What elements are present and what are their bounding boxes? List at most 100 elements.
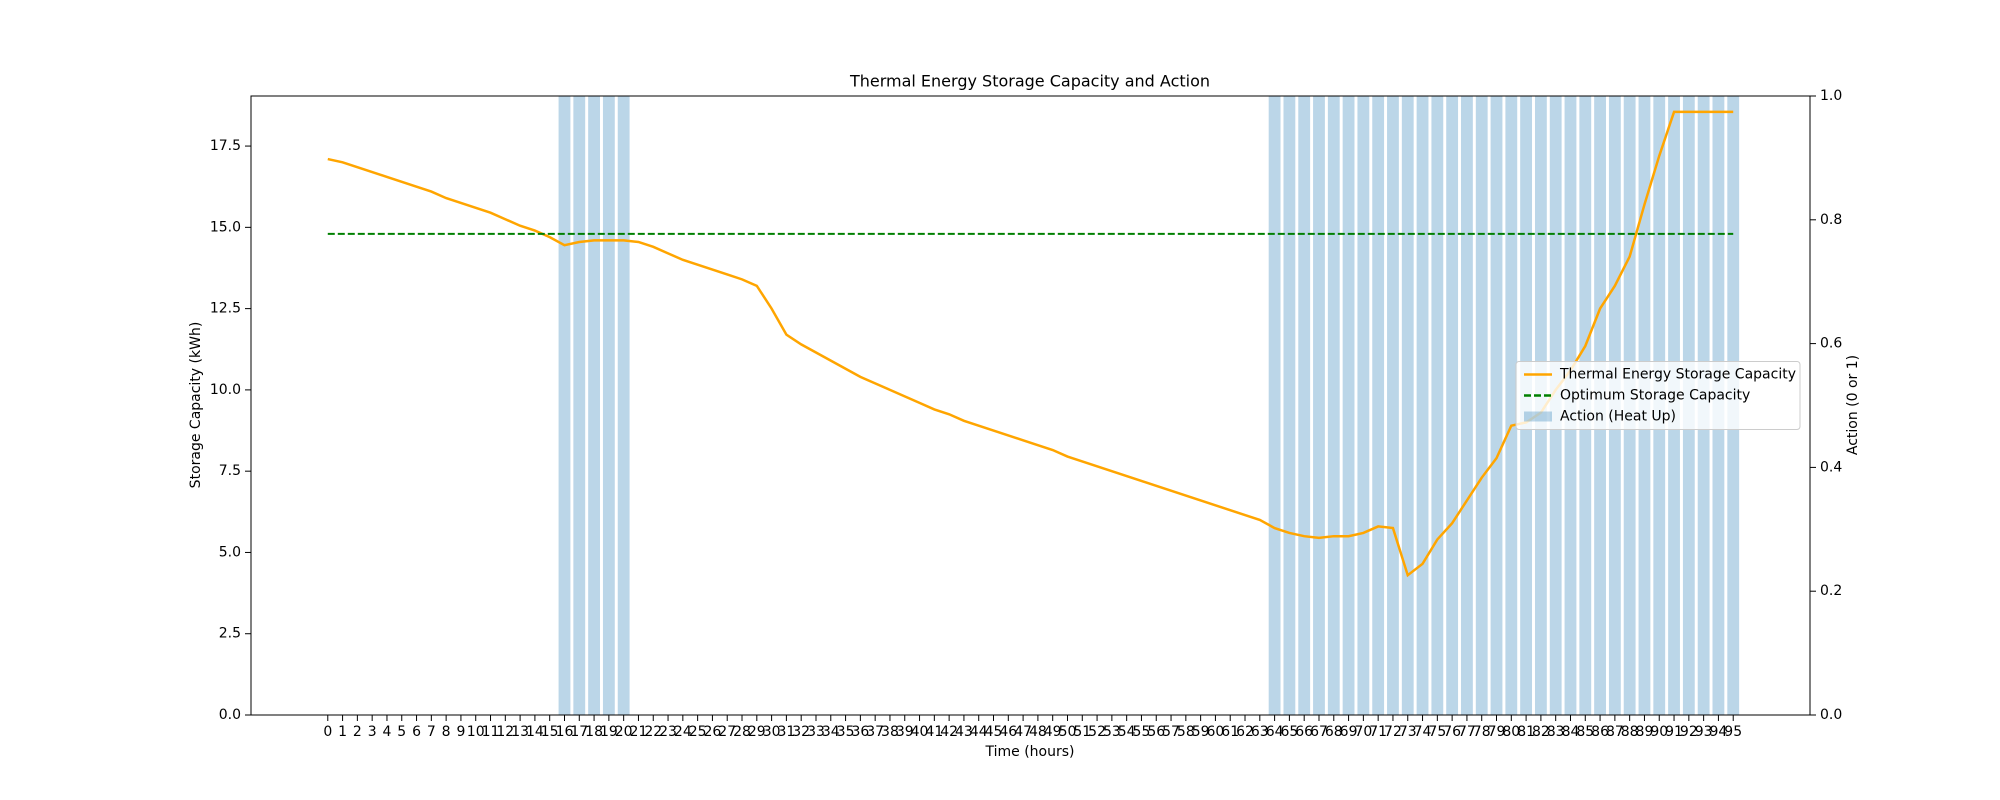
action-bar — [1416, 96, 1429, 715]
x-tick-label: 21 — [630, 724, 648, 740]
x-tick-label: 39 — [896, 724, 914, 740]
x-tick-label: 35 — [837, 724, 855, 740]
x-tick-label: 51 — [1073, 724, 1091, 740]
y-tick-label: 17.5 — [210, 138, 241, 154]
y2-tick-label: 0.2 — [1820, 583, 1842, 599]
x-tick-label: 1 — [338, 724, 347, 740]
legend-swatch — [1524, 411, 1552, 422]
x-tick-label: 62 — [1236, 724, 1254, 740]
x-tick-label: 80 — [1502, 724, 1520, 740]
x-tick-label: 87 — [1606, 724, 1624, 740]
x-tick-label: 64 — [1266, 724, 1284, 740]
x-tick-label: 93 — [1695, 724, 1713, 740]
action-bar — [1268, 96, 1281, 715]
capacity-line — [327, 110, 1734, 578]
action-bar — [1313, 96, 1325, 715]
legend-label: Thermal Energy Storage Capacity — [1559, 367, 1796, 383]
x-tick-label: 42 — [940, 724, 958, 740]
x-tick-label: 41 — [925, 724, 943, 740]
x-tick-label: 75 — [1428, 724, 1446, 740]
x-tick-label: 9 — [456, 724, 465, 740]
x-tick-label: 82 — [1532, 724, 1550, 740]
x-tick-label: 78 — [1473, 724, 1491, 740]
x-tick-label: 57 — [1162, 724, 1180, 740]
action-bar — [1283, 96, 1296, 715]
x-tick-label: 31 — [777, 724, 795, 740]
x-axis-label: Time (hours) — [985, 744, 1075, 760]
x-tick-label: 79 — [1488, 724, 1506, 740]
x-tick-label: 71 — [1369, 724, 1387, 740]
action-bar — [1490, 96, 1503, 715]
y2-tick-label: 0.6 — [1820, 336, 1842, 352]
x-tick-label: 73 — [1399, 724, 1417, 740]
x-tick-label: 26 — [704, 724, 722, 740]
action-bar — [588, 96, 600, 715]
y-tick-label: 10.0 — [210, 382, 241, 398]
x-tick-label: 14 — [526, 724, 544, 740]
action-bar — [1475, 96, 1488, 715]
action-bar — [1387, 96, 1399, 715]
x-tick-label: 65 — [1280, 724, 1298, 740]
y2-axis-label: Action (0 or 1) — [1845, 355, 1861, 455]
x-tick-label: 69 — [1340, 724, 1358, 740]
y2-tick-label: 0.4 — [1820, 459, 1842, 475]
x-tick-label: 17 — [570, 724, 588, 740]
x-tick-label: 46 — [999, 724, 1017, 740]
y2-tick-label: 0.8 — [1820, 212, 1842, 228]
x-tick-label: 55 — [1133, 724, 1151, 740]
x-tick-label: 8 — [442, 724, 451, 740]
x-tick-label: 83 — [1547, 724, 1565, 740]
x-tick-label: 36 — [851, 724, 869, 740]
x-tick-label: 3 — [368, 724, 377, 740]
x-tick-label: 16 — [556, 724, 574, 740]
x-tick-label: 6 — [412, 724, 421, 740]
x-tick-label: 68 — [1325, 724, 1343, 740]
x-tick-label: 86 — [1591, 724, 1609, 740]
action-bar — [1298, 96, 1311, 715]
legend-label: Optimum Storage Capacity — [1560, 388, 1750, 404]
x-tick-label: 67 — [1310, 724, 1328, 740]
x-tick-label: 59 — [1192, 724, 1210, 740]
legend-label: Action (Heat Up) — [1560, 409, 1676, 425]
legend: Thermal Energy Storage Capacity Optimum S… — [1515, 361, 1801, 430]
x-tick-label: 20 — [615, 724, 633, 740]
x-tick-label: 84 — [1562, 724, 1580, 740]
x-tick-label: 47 — [1014, 724, 1032, 740]
action-bar — [617, 96, 630, 715]
x-tick-label: 60 — [1207, 724, 1225, 740]
x-tick-label: 10 — [467, 724, 485, 740]
x-tick-label: 32 — [792, 724, 810, 740]
x-tick-label: 91 — [1665, 724, 1683, 740]
x-tick-label: 38 — [881, 724, 899, 740]
x-tick-label: 77 — [1458, 724, 1476, 740]
x-tick-label: 66 — [1295, 724, 1313, 740]
x-tick-label: 30 — [763, 724, 781, 740]
x-tick-label: 49 — [1044, 724, 1062, 740]
x-tick-label: 37 — [866, 724, 884, 740]
x-tick-label: 58 — [1177, 724, 1195, 740]
x-tick-label: 95 — [1724, 724, 1742, 740]
y-tick-label: 0.0 — [219, 707, 241, 723]
x-tick-label: 34 — [822, 724, 840, 740]
x-tick-label: 4 — [382, 724, 391, 740]
y-tick-label: 12.5 — [210, 301, 241, 317]
x-tick-label: 7 — [427, 724, 436, 740]
action-bar — [1372, 96, 1385, 715]
x-tick-label: 2 — [353, 724, 362, 740]
x-tick-label: 72 — [1384, 724, 1402, 740]
x-tick-label: 18 — [585, 724, 603, 740]
x-tick-label: 85 — [1576, 724, 1594, 740]
x-tick-label: 27 — [718, 724, 736, 740]
x-tick-label: 11 — [482, 724, 500, 740]
x-tick-label: 12 — [496, 724, 514, 740]
y-tick-label: 5.0 — [219, 544, 241, 560]
x-tick-label: 54 — [1118, 724, 1136, 740]
action-bar — [1446, 96, 1459, 715]
x-tick-label: 28 — [733, 724, 751, 740]
x-tick-label: 94 — [1710, 724, 1728, 740]
x-tick-label: 48 — [1029, 724, 1047, 740]
action-bar — [573, 96, 586, 715]
y2-tick-label: 1.0 — [1820, 88, 1842, 104]
x-tick-label: 89 — [1636, 724, 1654, 740]
legend-box — [1515, 361, 1801, 430]
